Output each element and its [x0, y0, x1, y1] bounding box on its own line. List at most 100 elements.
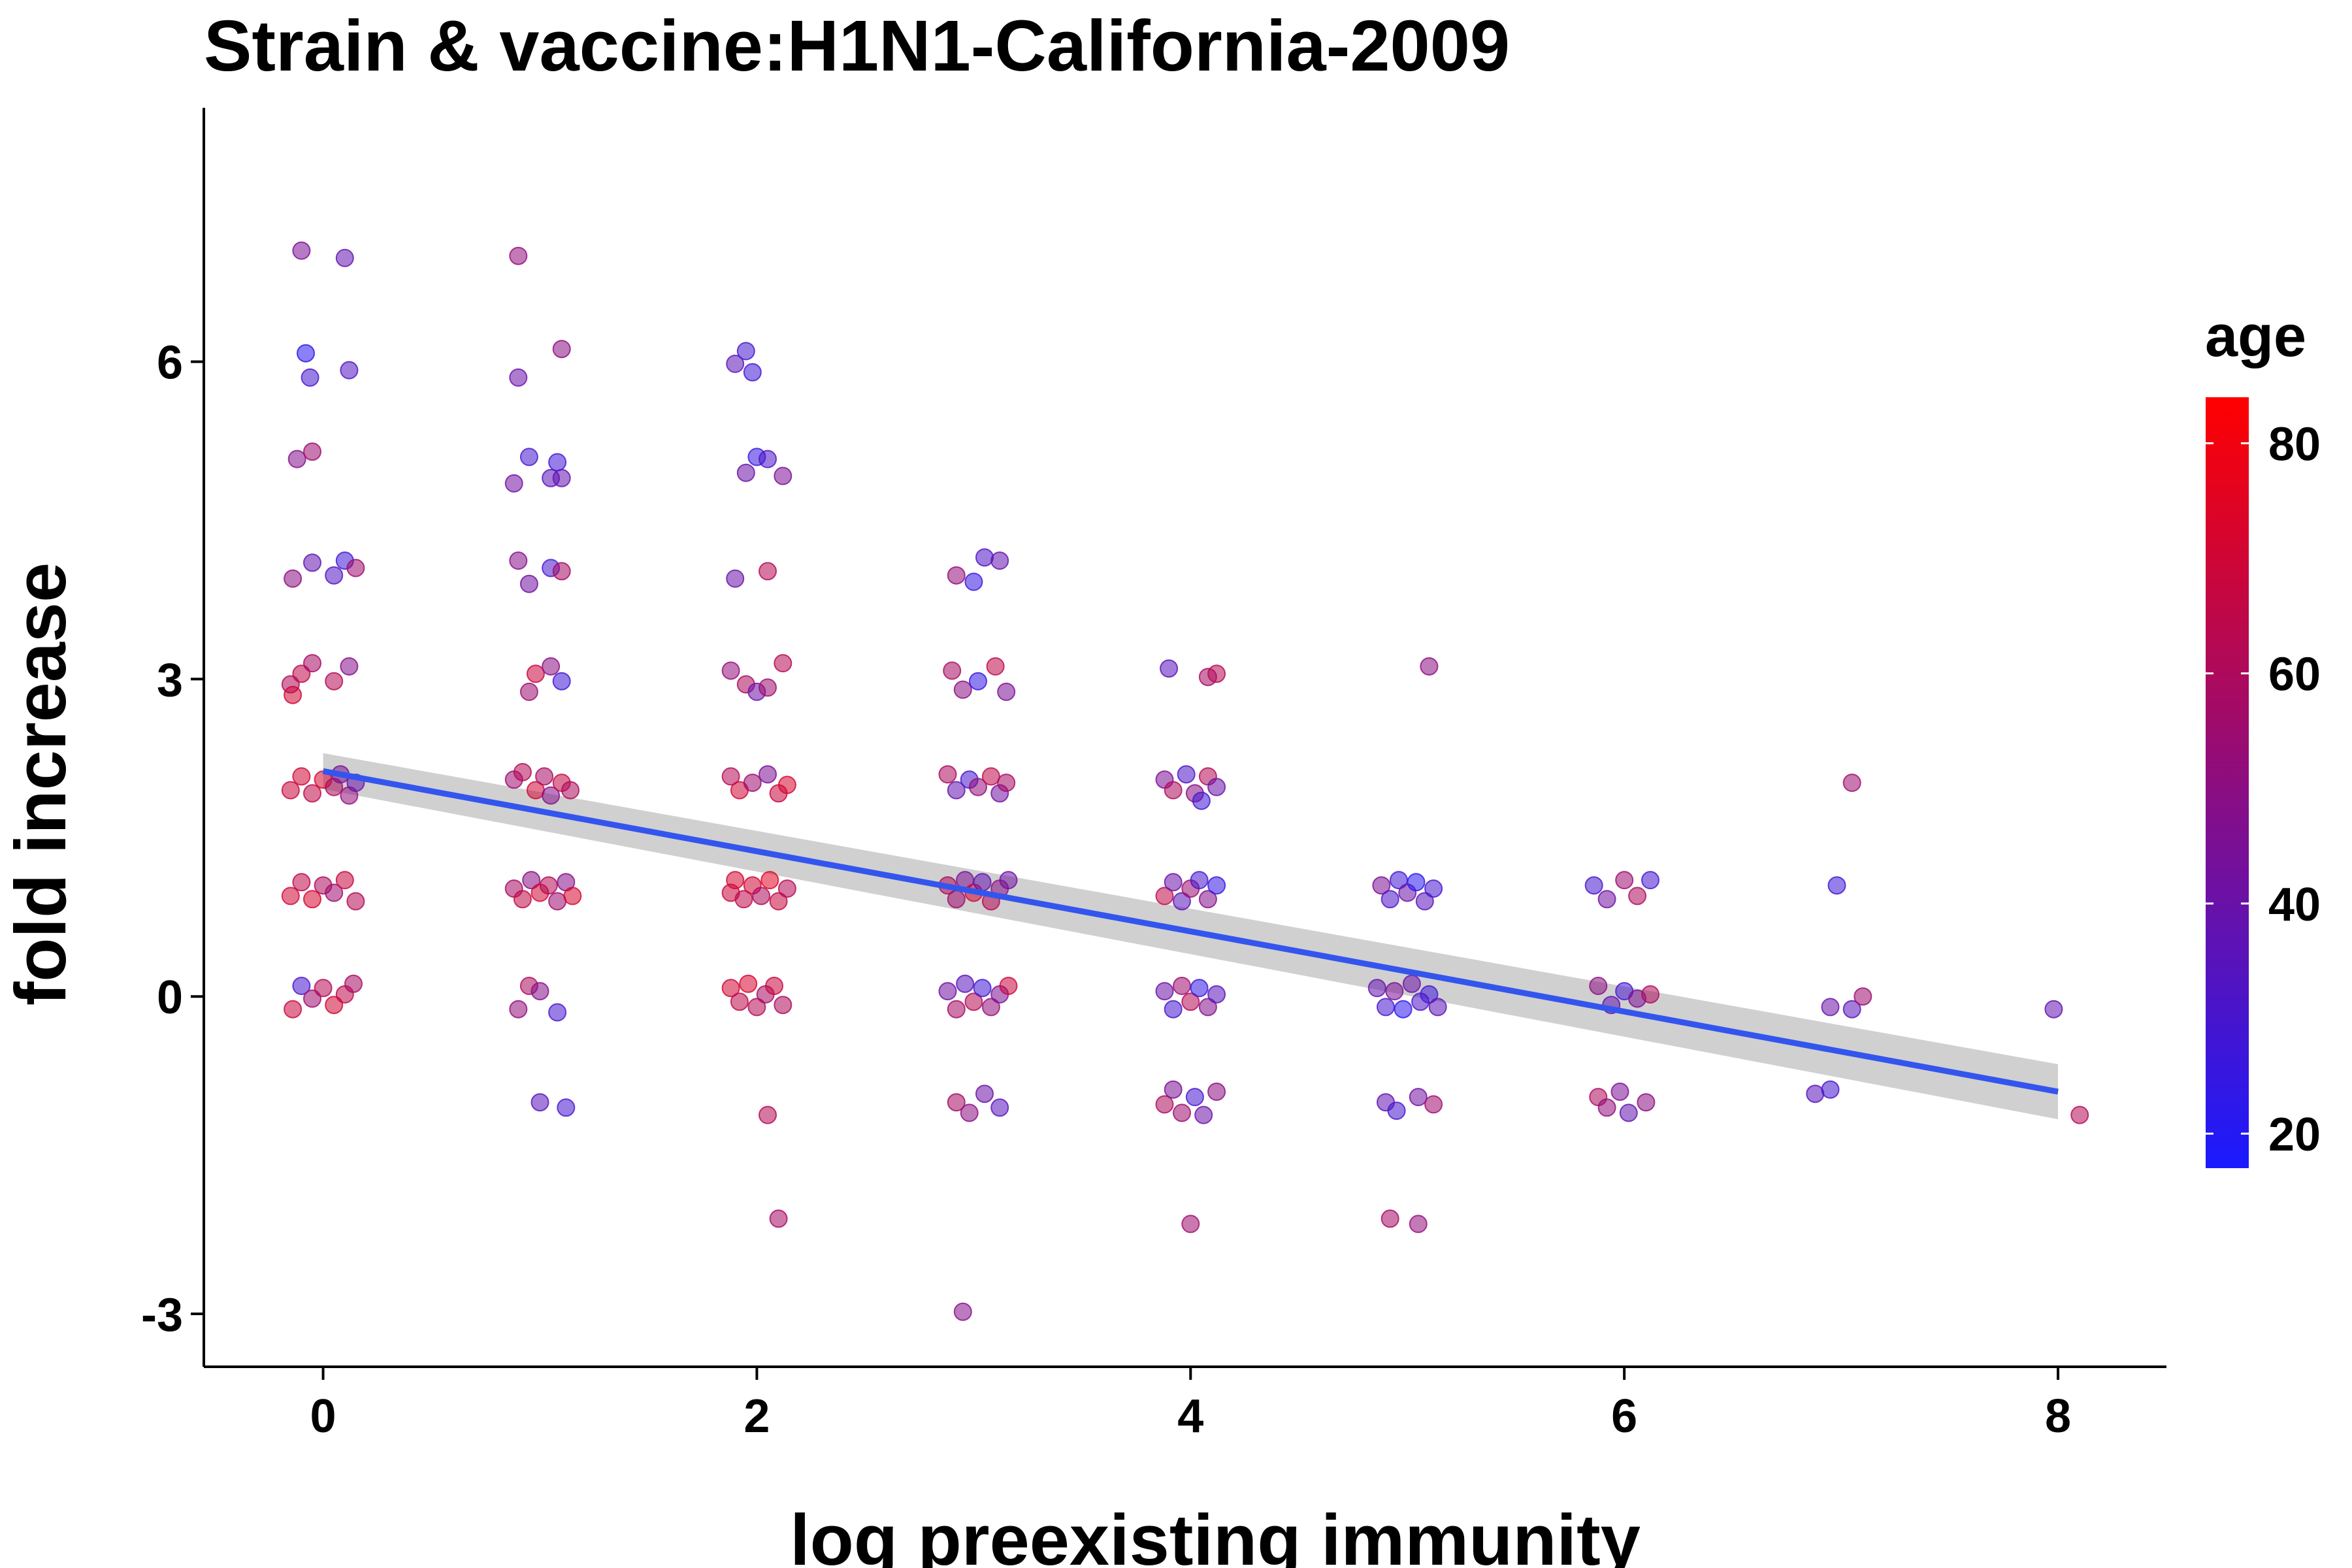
- data-point: [1207, 876, 1226, 895]
- data-point: [975, 1085, 994, 1103]
- data-point: [969, 777, 987, 796]
- data-point: [1597, 1098, 1616, 1117]
- data-point: [1181, 992, 1200, 1011]
- data-point: [1198, 998, 1217, 1017]
- data-point: [765, 977, 783, 995]
- confidence-band: [323, 753, 2058, 1120]
- data-point: [335, 871, 354, 890]
- data-point: [548, 1003, 567, 1022]
- data-point: [956, 974, 975, 993]
- data-point: [1367, 979, 1386, 998]
- plot-area: [281, 241, 2089, 1321]
- data-point: [1641, 985, 1659, 1004]
- data-point: [981, 767, 1000, 786]
- data-point: [1597, 890, 1616, 909]
- data-point: [726, 569, 745, 588]
- data-point: [1409, 1088, 1428, 1107]
- data-point: [335, 248, 354, 267]
- data-point: [743, 363, 762, 382]
- data-point: [1173, 977, 1191, 995]
- data-point: [947, 890, 966, 909]
- data-point: [542, 657, 561, 676]
- data-point: [1420, 985, 1439, 1004]
- data-point: [759, 562, 777, 581]
- data-point: [981, 998, 1000, 1017]
- data-point: [1181, 1215, 1200, 1233]
- data-point: [552, 468, 571, 487]
- data-point: [297, 344, 315, 363]
- data-point: [513, 762, 532, 781]
- data-point: [519, 574, 538, 593]
- data-point: [1619, 1103, 1638, 1122]
- data-point: [563, 887, 582, 906]
- data-point: [1207, 1083, 1226, 1101]
- data-point: [1155, 887, 1174, 906]
- data-point: [548, 892, 567, 911]
- data-point: [759, 449, 777, 468]
- data-point: [1415, 892, 1434, 911]
- x-tick-label: 4: [1177, 1390, 1203, 1443]
- data-point: [774, 654, 792, 673]
- x-axis-title: log preexisting immunity: [790, 1500, 1641, 1568]
- data-point: [1637, 1093, 1656, 1112]
- data-point: [531, 982, 549, 1001]
- data-point: [303, 890, 321, 909]
- legend-tick-label: 40: [2268, 879, 2321, 931]
- data-point: [509, 368, 528, 387]
- data-point: [1409, 1215, 1428, 1233]
- data-point: [743, 774, 762, 792]
- data-point: [1194, 1105, 1213, 1124]
- data-point: [284, 1000, 302, 1019]
- data-point: [1380, 890, 1399, 909]
- data-point: [542, 786, 561, 805]
- data-point: [1380, 1209, 1399, 1228]
- data-point: [721, 979, 740, 998]
- data-point: [747, 998, 766, 1017]
- data-point: [1385, 982, 1404, 1001]
- data-point: [1173, 892, 1191, 911]
- data-point: [301, 368, 319, 387]
- data-point: [314, 979, 333, 998]
- data-point: [1394, 1000, 1413, 1019]
- data-point: [1610, 1083, 1629, 1101]
- color-bar: [2206, 397, 2249, 1168]
- data-point: [346, 559, 365, 578]
- data-point: [1164, 1080, 1183, 1099]
- data-point: [739, 974, 758, 993]
- data-point: [964, 572, 983, 591]
- data-point: [997, 774, 1016, 792]
- data-point: [953, 1302, 972, 1321]
- data-point: [284, 569, 302, 588]
- data-point: [1628, 887, 1647, 906]
- y-tick-label: 3: [157, 654, 183, 706]
- chart-title: Strain & vaccine:H1N1-California-2009: [204, 6, 1510, 86]
- data-point: [1173, 1103, 1191, 1122]
- data-point: [721, 767, 740, 786]
- y-tick-label: 0: [157, 972, 183, 1024]
- data-point: [303, 784, 321, 803]
- data-point: [303, 553, 321, 572]
- data-point: [1190, 871, 1209, 890]
- data-point: [346, 892, 365, 911]
- data-point: [513, 890, 532, 909]
- x-tick-label: 6: [1611, 1390, 1637, 1443]
- data-point: [340, 361, 359, 380]
- data-point: [1806, 1085, 1825, 1103]
- data-point: [1192, 791, 1211, 810]
- data-point: [281, 781, 300, 800]
- data-point: [1821, 1080, 1840, 1099]
- data-point: [986, 657, 1005, 676]
- data-point: [1615, 871, 1634, 890]
- data-point: [325, 566, 344, 585]
- data-point: [1207, 777, 1226, 796]
- data-point: [1842, 774, 1861, 792]
- data-point: [726, 871, 745, 890]
- data-point: [552, 562, 571, 581]
- data-point: [774, 466, 792, 485]
- data-point: [344, 974, 363, 993]
- data-point: [969, 672, 987, 691]
- y-tick-label: 6: [157, 337, 183, 389]
- data-point: [539, 876, 558, 895]
- data-point: [325, 996, 344, 1015]
- data-point: [769, 1209, 788, 1228]
